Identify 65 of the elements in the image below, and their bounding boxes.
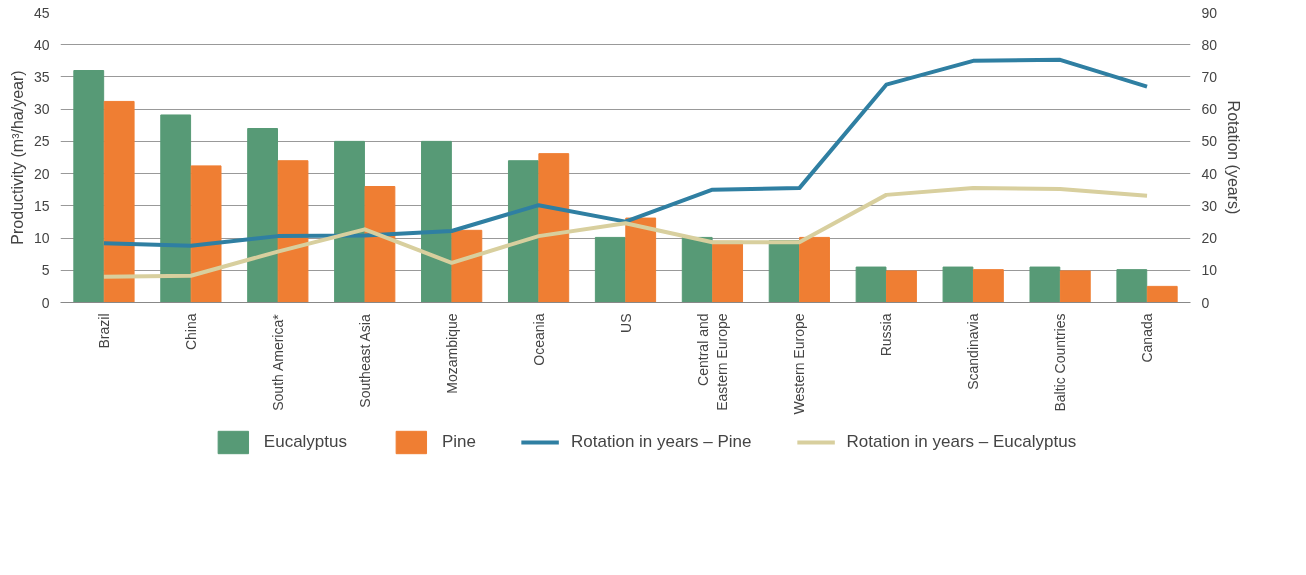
x-tick-label: Western Europe: [791, 313, 808, 415]
y2-tick-label: 30: [1201, 197, 1218, 214]
x-tick-label: Canada: [1139, 313, 1156, 363]
bar: [1146, 285, 1178, 303]
y2-tick-label: 60: [1201, 101, 1218, 118]
bar: [364, 186, 396, 303]
y2-tick-label: 80: [1201, 36, 1218, 53]
line-series: [101, 57, 1150, 248]
y-tick-label: 0: [41, 294, 50, 311]
x-tick-label: South America*: [269, 313, 286, 411]
bar: [190, 165, 222, 303]
x-tick-label: Scandinavia: [965, 313, 982, 390]
bar: [681, 236, 713, 303]
x-tick-label: Mozambique: [443, 313, 460, 394]
bar: [1029, 266, 1061, 303]
y-tick-label: 35: [33, 68, 50, 85]
legend-label: Rotation in years – Eucalyptus: [846, 432, 1077, 452]
bar: [507, 160, 539, 303]
bar: [973, 269, 1004, 303]
bar: [594, 236, 626, 303]
x-tick-label: China: [182, 313, 199, 351]
bar: [855, 266, 887, 303]
legend-label: Rotation in years – Pine: [571, 432, 752, 452]
bar: [886, 270, 917, 303]
bar: [247, 128, 278, 303]
y2-tick-label: 90: [1201, 4, 1218, 21]
bar: [73, 70, 105, 303]
bar: [277, 160, 309, 303]
bar: [538, 153, 570, 303]
bar: [625, 217, 657, 303]
x-tick-label: Central and Eastern Europe: [694, 313, 731, 411]
line-series: [101, 186, 1150, 279]
bar: [942, 266, 974, 303]
bar: [421, 140, 452, 303]
legend-label: Pine: [442, 432, 477, 452]
bar: [451, 229, 483, 303]
y2-tick-label: 70: [1201, 68, 1218, 85]
bar: [799, 236, 830, 303]
y-tick-label: 15: [33, 197, 50, 214]
y-axis-title: Productivity (m³/ha/year): [8, 70, 26, 245]
y-tick-label: 5: [41, 262, 50, 279]
x-tick-label: Southeast Asia: [356, 314, 373, 408]
y-tick-label: 25: [33, 133, 50, 150]
x-tick-label: Russia: [878, 313, 895, 357]
bar: [1116, 269, 1148, 303]
y-tick-label: 30: [33, 101, 50, 118]
x-tick-label: Oceania: [530, 313, 547, 366]
legend-label: Eucalyptus: [263, 432, 348, 452]
y2-tick-label: 0: [1201, 294, 1210, 311]
x-tick-label: US: [617, 313, 634, 333]
y-tick-label: 20: [33, 165, 50, 182]
bar: [334, 140, 365, 303]
y2-tick-label: 10: [1201, 262, 1218, 279]
y-tick-label: 10: [33, 230, 50, 247]
y2-tick-label: 20: [1201, 230, 1218, 247]
y2-axis-title: Rotation (years): [1225, 100, 1243, 215]
x-tick-label: Brazil: [95, 313, 112, 349]
y-tick-label: 40: [33, 36, 50, 53]
y-tick-label: 45: [33, 4, 50, 21]
bar: [160, 114, 192, 303]
y2-tick-label: 40: [1201, 165, 1218, 182]
bar: [103, 100, 135, 303]
bar: [1059, 270, 1091, 303]
x-tick-label: Baltic Countries: [1052, 313, 1069, 412]
y2-tick-label: 50: [1201, 133, 1218, 150]
